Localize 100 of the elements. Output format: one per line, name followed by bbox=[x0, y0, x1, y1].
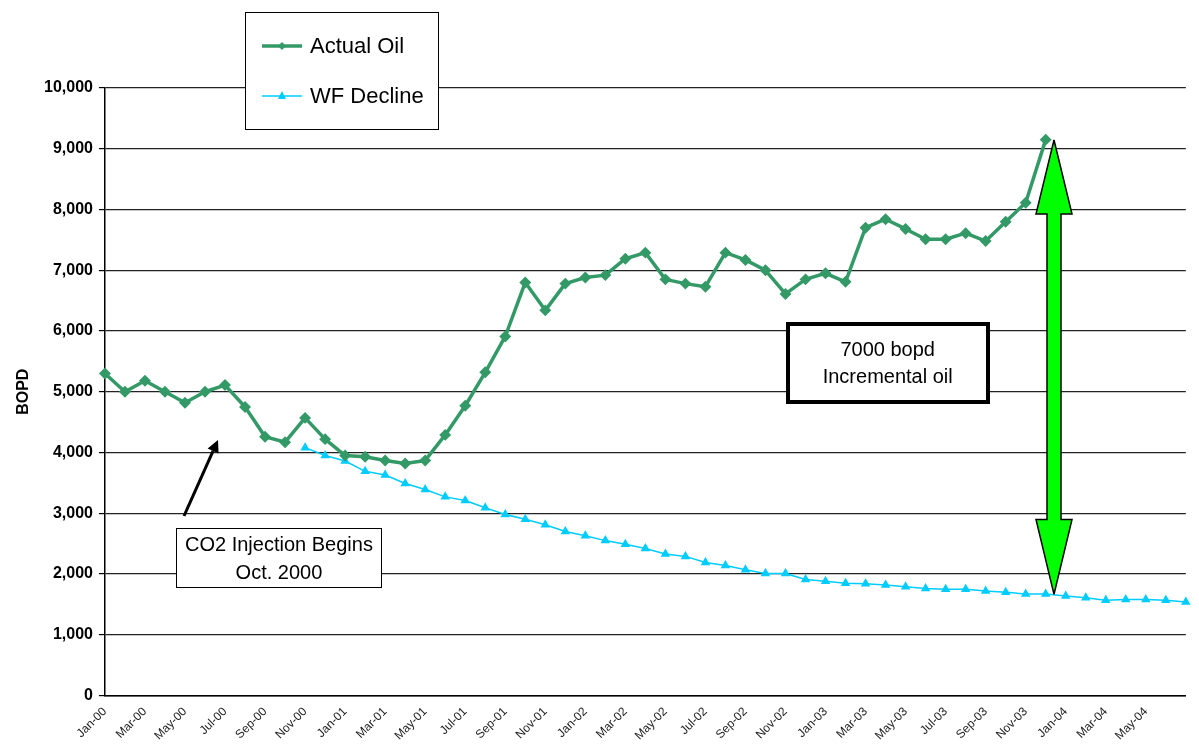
y-tick-label: 0 bbox=[84, 685, 94, 703]
point bbox=[820, 268, 831, 279]
point bbox=[640, 247, 651, 258]
point bbox=[259, 431, 271, 442]
point bbox=[560, 278, 571, 289]
point bbox=[980, 235, 991, 247]
point bbox=[881, 580, 890, 588]
point bbox=[961, 584, 970, 592]
callout-box: 7000 bopd Incremental oil bbox=[785, 321, 990, 404]
point bbox=[480, 367, 491, 378]
point bbox=[641, 543, 650, 552]
point bbox=[541, 520, 550, 528]
legend-label: Actual Oil bbox=[310, 33, 405, 59]
point bbox=[821, 576, 830, 585]
point bbox=[179, 397, 191, 408]
point bbox=[920, 234, 931, 245]
point bbox=[441, 492, 450, 500]
point bbox=[800, 274, 811, 285]
y-tick-label: 5,000 bbox=[52, 382, 94, 400]
point bbox=[1041, 589, 1050, 597]
point bbox=[459, 400, 471, 411]
point bbox=[760, 265, 771, 276]
point bbox=[1040, 134, 1051, 145]
point bbox=[1121, 594, 1130, 603]
point bbox=[720, 247, 731, 258]
point bbox=[600, 269, 611, 281]
point bbox=[319, 433, 331, 445]
y-tick-label: 1,000 bbox=[52, 625, 94, 643]
point bbox=[721, 560, 730, 569]
point bbox=[420, 484, 430, 493]
point bbox=[621, 539, 630, 547]
point bbox=[219, 379, 231, 391]
point bbox=[781, 568, 790, 577]
y-tick-label: 3,000 bbox=[52, 503, 94, 521]
point bbox=[700, 281, 711, 292]
point bbox=[360, 466, 370, 475]
point bbox=[840, 276, 851, 288]
point bbox=[581, 531, 590, 539]
point bbox=[119, 386, 131, 398]
y-axis-title: BOPD bbox=[14, 368, 32, 415]
point bbox=[861, 578, 870, 587]
point bbox=[239, 401, 251, 413]
point bbox=[661, 549, 670, 557]
point bbox=[620, 253, 631, 264]
point bbox=[439, 429, 451, 441]
point bbox=[1001, 587, 1010, 595]
point bbox=[1000, 216, 1011, 227]
point bbox=[1020, 197, 1031, 209]
point bbox=[740, 254, 751, 266]
y-tick-label: 2,000 bbox=[52, 564, 94, 582]
point bbox=[561, 526, 570, 535]
point bbox=[880, 213, 891, 225]
callout-box: CO2 Injection Begins Oct. 2000 bbox=[176, 528, 382, 588]
point bbox=[1101, 595, 1110, 603]
point bbox=[940, 234, 951, 245]
point bbox=[320, 450, 330, 459]
point bbox=[1081, 592, 1090, 601]
point bbox=[380, 470, 390, 478]
point bbox=[159, 386, 171, 398]
point bbox=[960, 227, 971, 239]
point bbox=[900, 223, 911, 235]
point bbox=[941, 584, 950, 592]
point bbox=[860, 222, 871, 233]
y-tick-label: 6,000 bbox=[52, 321, 94, 339]
point bbox=[299, 412, 311, 424]
point bbox=[500, 331, 511, 342]
point bbox=[741, 565, 750, 573]
point bbox=[1021, 589, 1030, 597]
point bbox=[461, 495, 470, 504]
point bbox=[379, 455, 391, 466]
point bbox=[580, 272, 591, 283]
point bbox=[279, 436, 291, 448]
point bbox=[1061, 591, 1070, 599]
point bbox=[481, 503, 490, 511]
point bbox=[359, 451, 371, 463]
point bbox=[300, 442, 310, 451]
point bbox=[841, 578, 850, 586]
y-tick-label: 7,000 bbox=[52, 260, 94, 278]
point bbox=[501, 509, 510, 518]
point bbox=[681, 551, 690, 560]
point bbox=[680, 278, 691, 289]
point bbox=[981, 586, 990, 594]
y-tick-label: 4,000 bbox=[52, 442, 94, 460]
y-tick-label: 9,000 bbox=[52, 139, 94, 157]
point bbox=[1161, 595, 1171, 603]
point bbox=[540, 305, 551, 316]
point bbox=[1141, 594, 1150, 603]
point bbox=[780, 288, 791, 300]
point bbox=[139, 375, 151, 387]
point bbox=[601, 535, 610, 544]
point bbox=[1181, 597, 1191, 605]
point bbox=[99, 368, 111, 379]
point bbox=[701, 557, 710, 566]
point bbox=[761, 568, 770, 577]
point bbox=[400, 478, 410, 487]
y-tick-label: 8,000 bbox=[52, 199, 94, 217]
point bbox=[660, 274, 671, 285]
point bbox=[399, 458, 411, 469]
point bbox=[901, 582, 910, 590]
y-tick-label: 10,000 bbox=[44, 78, 94, 96]
